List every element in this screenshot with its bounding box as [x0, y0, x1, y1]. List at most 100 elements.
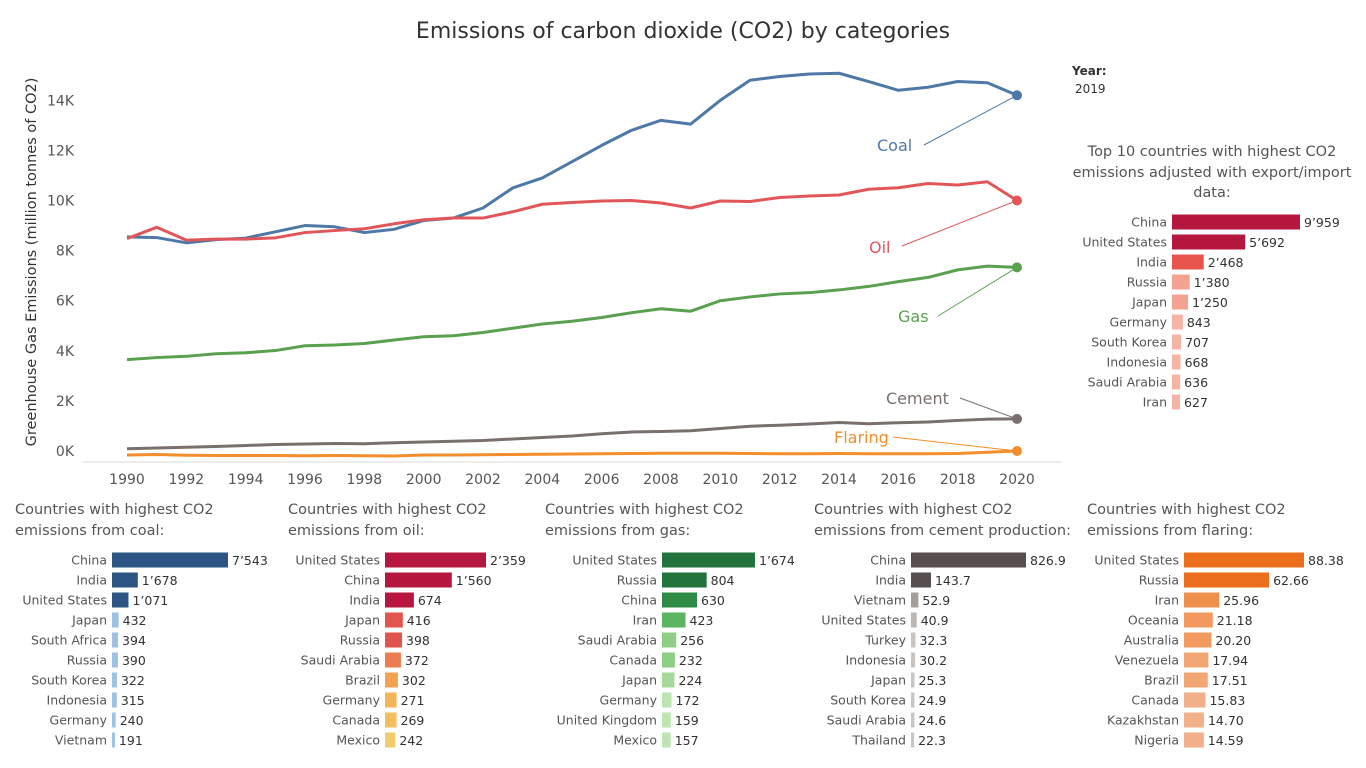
bar-brazil[interactable] [1184, 672, 1208, 688]
bar-united-states[interactable] [1184, 552, 1304, 568]
bar-value-label: 1’380 [1194, 275, 1230, 290]
bar-value-label: 17.51 [1212, 673, 1248, 688]
bar-india[interactable] [112, 572, 138, 588]
bar-category-label: United States [1082, 235, 1167, 250]
bar-indonesia[interactable] [1172, 354, 1181, 370]
bar-south-korea[interactable] [112, 672, 117, 688]
series-line-coal[interactable] [126, 71, 1018, 245]
bar-germany[interactable] [1172, 314, 1183, 330]
bar-japan[interactable] [662, 672, 675, 688]
bar-germany[interactable] [385, 692, 397, 708]
bar-australia[interactable] [1184, 632, 1212, 648]
bar-saudi-arabia[interactable] [385, 652, 401, 668]
bar-united-states[interactable] [1172, 234, 1246, 250]
year-filter-value[interactable]: 2019 [1075, 82, 1106, 96]
bar-kazakhstan[interactable] [1184, 712, 1204, 728]
bar-venezuela[interactable] [1184, 652, 1209, 668]
bar-vietnam[interactable] [112, 732, 115, 748]
bar-mexico[interactable] [662, 732, 671, 748]
bar-value-label: 159 [675, 713, 699, 728]
series-line-flaring[interactable] [126, 449, 1018, 458]
bar-south-korea[interactable] [911, 692, 915, 708]
bar-russia[interactable] [662, 572, 707, 588]
bar-china[interactable] [911, 552, 1026, 568]
bar-turkey[interactable] [911, 632, 916, 648]
bar-value-label: 322 [121, 673, 145, 688]
bar-category-label: Germany [323, 693, 381, 708]
bar-japan[interactable] [385, 612, 403, 628]
bar-china[interactable] [662, 592, 697, 608]
bar-category-label: China [71, 553, 107, 568]
bar-value-label: 390 [122, 653, 146, 668]
bar-japan[interactable] [112, 612, 119, 628]
bar-russia[interactable] [1184, 572, 1270, 588]
x-tick-label: 1998 [347, 472, 383, 488]
x-tick-label: 2004 [525, 472, 561, 488]
bar-russia[interactable] [112, 652, 118, 668]
bar-china[interactable] [112, 552, 228, 568]
bar-category-label: Iran [633, 613, 657, 628]
bar-vietnam[interactable] [911, 592, 919, 608]
bar-category-label: South Korea [830, 693, 906, 708]
x-tick-label: 2014 [821, 472, 857, 488]
bar-brazil[interactable] [385, 672, 398, 688]
bar-japan[interactable] [1172, 294, 1189, 310]
bar-india[interactable] [385, 592, 414, 608]
series-label-leader [901, 200, 1018, 247]
bar-category-label: Iran [1155, 593, 1179, 608]
bar-value-label: 1’674 [759, 553, 795, 568]
bar-south-korea[interactable] [1172, 334, 1182, 350]
bar-indonesia[interactable] [112, 692, 117, 708]
bar-canada[interactable] [385, 712, 397, 728]
bar-india[interactable] [1172, 254, 1204, 270]
bar-united-states[interactable] [385, 552, 486, 568]
series-line-oil[interactable] [126, 180, 1018, 242]
x-tick-label: 2020 [999, 472, 1035, 488]
bar-germany[interactable] [662, 692, 672, 708]
bar-category-label: United States [572, 553, 657, 568]
bar-japan[interactable] [911, 672, 915, 688]
bar-india[interactable] [911, 572, 931, 588]
chart-title: Emissions of carbon dioxide (CO2) by cat… [415, 19, 951, 44]
bar-saudi-arabia[interactable] [662, 632, 677, 648]
bar-value-label: 232 [679, 653, 703, 668]
year-filter-label: Year: [1072, 64, 1107, 78]
bar-united-states[interactable] [112, 592, 129, 608]
bar-iran[interactable] [662, 612, 686, 628]
series-label-oil: Oil [869, 238, 890, 257]
bar-thailand[interactable] [911, 732, 915, 748]
bar-south-africa[interactable] [112, 632, 119, 648]
x-tick-label: 2008 [643, 472, 679, 488]
bar-saudi-arabia[interactable] [911, 712, 915, 728]
bar-united-kingdom[interactable] [662, 712, 671, 728]
bar-russia[interactable] [1172, 274, 1190, 290]
bar-value-label: 9’959 [1304, 215, 1340, 230]
bar-canada[interactable] [1184, 692, 1206, 708]
top10-bar-chart: China 9’959 United States 5’692 India 2’468 Ru… [1082, 214, 1340, 410]
bar-category-label: Saudi Arabia [578, 633, 657, 648]
bar-category-label: South Africa [31, 633, 107, 648]
bar-iran[interactable] [1172, 394, 1181, 410]
x-tick-label: 2016 [881, 472, 917, 488]
x-tick-label: 2010 [703, 472, 739, 488]
bar-nigeria[interactable] [1184, 732, 1204, 748]
bar-iran[interactable] [1184, 592, 1220, 608]
bar-china[interactable] [385, 572, 452, 588]
series-line-gas[interactable] [126, 264, 1018, 362]
bar-category-label: Oceania [1128, 613, 1179, 628]
bar-value-label: 1’560 [456, 573, 492, 588]
bar-united-states[interactable] [911, 612, 917, 628]
y-tick-label: 12K [47, 143, 75, 159]
bar-saudi-arabia[interactable] [1172, 374, 1181, 390]
bar-value-label: 40.9 [921, 613, 949, 628]
series-line-cement[interactable] [126, 417, 1018, 451]
x-tick-label: 1992 [169, 472, 205, 488]
bar-china[interactable] [1172, 214, 1300, 230]
bar-indonesia[interactable] [911, 652, 916, 668]
bar-canada[interactable] [662, 652, 675, 668]
bar-germany[interactable] [112, 712, 116, 728]
bar-oceania[interactable] [1184, 612, 1213, 628]
bar-mexico[interactable] [385, 732, 396, 748]
bar-united-states[interactable] [662, 552, 755, 568]
bar-russia[interactable] [385, 632, 403, 648]
